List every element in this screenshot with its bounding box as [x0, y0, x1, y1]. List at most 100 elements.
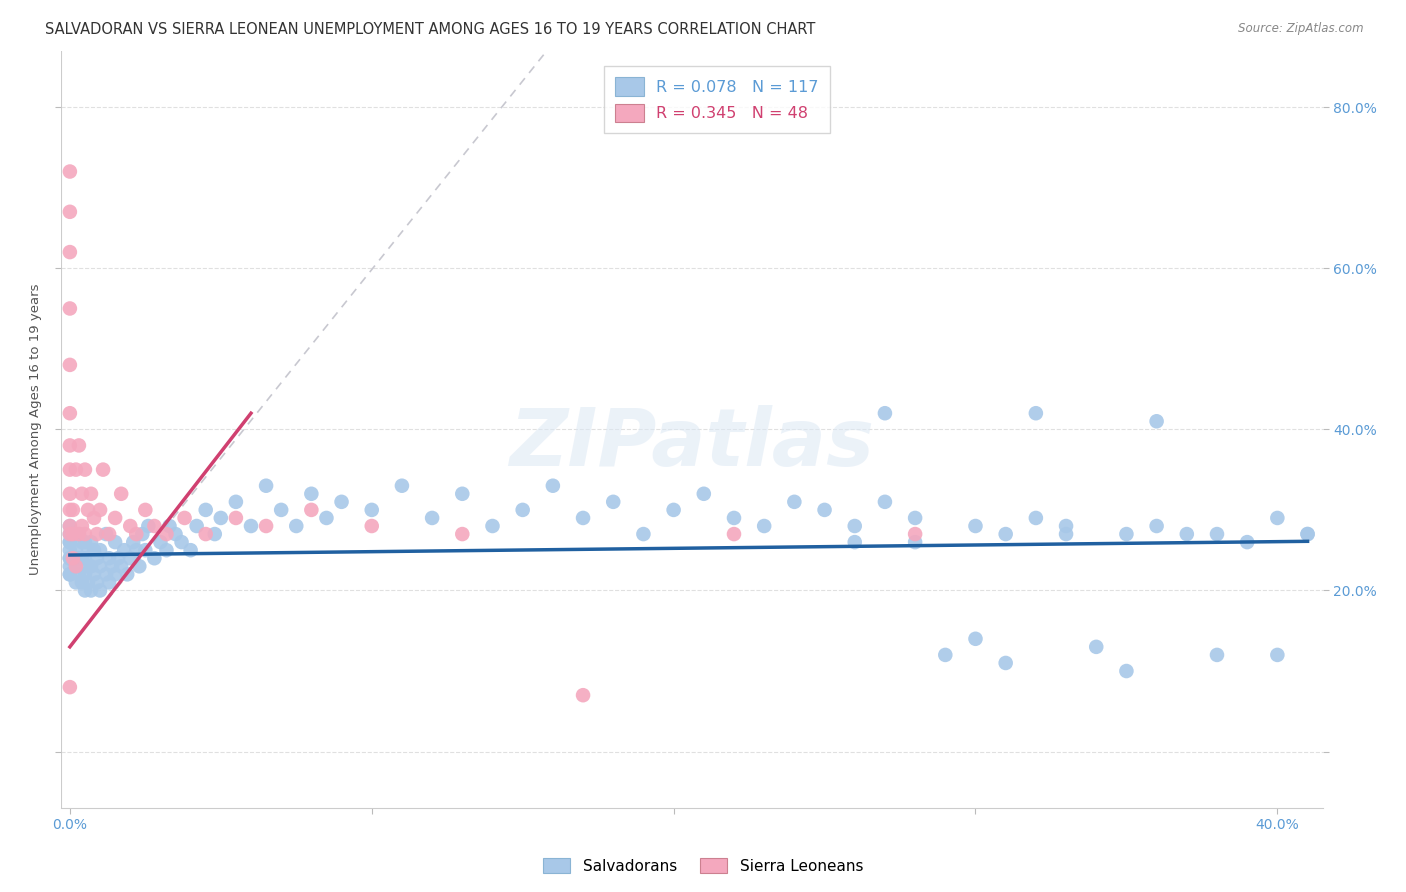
- Point: [62, 551, 84, 566]
- Point: [98, 527, 121, 541]
- Point: [110, 487, 132, 501]
- Point: [1025, 406, 1047, 420]
- Point: [59, 551, 82, 566]
- Point: [86, 527, 108, 541]
- Point: [633, 527, 655, 541]
- Point: [541, 479, 564, 493]
- Point: [481, 519, 503, 533]
- Point: [83, 543, 105, 558]
- Point: [965, 519, 987, 533]
- Point: [73, 551, 96, 566]
- Point: [1146, 519, 1168, 533]
- Point: [165, 527, 187, 541]
- Point: [89, 543, 111, 558]
- Point: [723, 527, 745, 541]
- Text: Source: ZipAtlas.com: Source: ZipAtlas.com: [1239, 22, 1364, 36]
- Legend: R = 0.078   N = 117, R = 0.345   N = 48: R = 0.078 N = 117, R = 0.345 N = 48: [603, 66, 830, 134]
- Point: [73, 567, 96, 582]
- Point: [299, 503, 322, 517]
- Point: [70, 575, 93, 590]
- Point: [67, 527, 90, 541]
- Point: [80, 535, 103, 549]
- Point: [186, 519, 208, 533]
- Point: [59, 164, 82, 178]
- Point: [59, 527, 82, 541]
- Point: [59, 527, 82, 541]
- Point: [904, 511, 927, 525]
- Point: [112, 543, 135, 558]
- Point: [1146, 414, 1168, 428]
- Point: [330, 495, 353, 509]
- Point: [80, 487, 103, 501]
- Point: [89, 503, 111, 517]
- Point: [134, 543, 156, 558]
- Point: [994, 527, 1017, 541]
- Text: ZIPatlas: ZIPatlas: [509, 406, 875, 483]
- Point: [104, 535, 127, 549]
- Point: [70, 535, 93, 549]
- Point: [73, 527, 96, 541]
- Point: [59, 487, 82, 501]
- Point: [73, 535, 96, 549]
- Point: [70, 551, 93, 566]
- Point: [254, 519, 277, 533]
- Point: [101, 559, 124, 574]
- Point: [1267, 648, 1289, 662]
- Point: [59, 462, 82, 476]
- Point: [451, 487, 474, 501]
- Point: [59, 559, 82, 574]
- Point: [572, 688, 595, 702]
- Point: [107, 551, 129, 566]
- Point: [1206, 648, 1229, 662]
- Point: [62, 527, 84, 541]
- Point: [512, 503, 534, 517]
- Point: [873, 495, 896, 509]
- Point: [59, 301, 82, 316]
- Point: [83, 511, 105, 525]
- Point: [59, 519, 82, 533]
- Point: [80, 583, 103, 598]
- Point: [59, 680, 82, 694]
- Point: [59, 503, 82, 517]
- Point: [128, 559, 150, 574]
- Point: [77, 543, 100, 558]
- Point: [1025, 511, 1047, 525]
- Point: [59, 567, 82, 582]
- Point: [194, 503, 217, 517]
- Point: [155, 527, 177, 541]
- Point: [904, 527, 927, 541]
- Point: [1267, 511, 1289, 525]
- Y-axis label: Unemployment Among Ages 16 to 19 years: Unemployment Among Ages 16 to 19 years: [30, 284, 42, 575]
- Point: [77, 503, 100, 517]
- Point: [67, 438, 90, 452]
- Point: [1054, 527, 1077, 541]
- Point: [134, 503, 156, 517]
- Point: [204, 527, 226, 541]
- Point: [59, 551, 82, 566]
- Point: [86, 551, 108, 566]
- Point: [73, 462, 96, 476]
- Point: [994, 656, 1017, 670]
- Point: [91, 462, 114, 476]
- Point: [240, 519, 263, 533]
- Point: [315, 511, 337, 525]
- Point: [122, 535, 145, 549]
- Point: [194, 527, 217, 541]
- Point: [65, 543, 87, 558]
- Point: [143, 551, 166, 566]
- Point: [86, 575, 108, 590]
- Point: [873, 406, 896, 420]
- Point: [94, 567, 117, 582]
- Point: [783, 495, 806, 509]
- Legend: Salvadorans, Sierra Leoneans: Salvadorans, Sierra Leoneans: [537, 852, 869, 880]
- Point: [104, 511, 127, 525]
- Point: [299, 487, 322, 501]
- Point: [59, 535, 82, 549]
- Point: [67, 567, 90, 582]
- Point: [80, 559, 103, 574]
- Point: [965, 632, 987, 646]
- Point: [59, 567, 82, 582]
- Point: [59, 543, 82, 558]
- Point: [125, 543, 148, 558]
- Point: [120, 551, 142, 566]
